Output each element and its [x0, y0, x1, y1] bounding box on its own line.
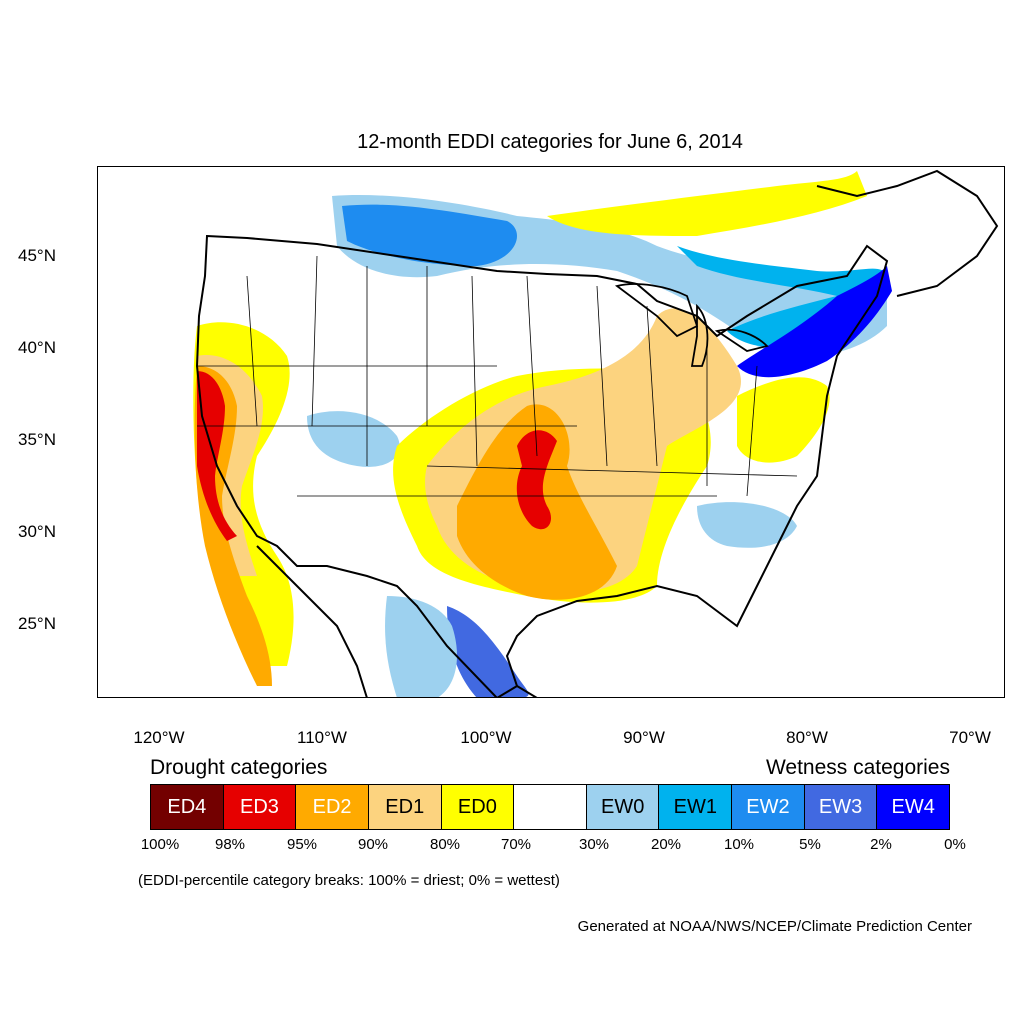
- eddi-map: [97, 166, 1005, 698]
- lat-label: 35°N: [18, 430, 56, 449]
- legend-box-label: EW0: [600, 795, 645, 818]
- map-title: 12-month EDDI categories for June 6, 201…: [357, 131, 743, 153]
- legend-box-label: ED3: [240, 795, 279, 818]
- legend-box-label: EW1: [673, 795, 717, 818]
- wet-region-texas-coast: [447, 606, 529, 698]
- legend-box: ED3: [223, 785, 297, 829]
- percent-break: 100%: [140, 836, 180, 853]
- legend-box-label: EW3: [818, 795, 863, 818]
- lon-label: 80°W: [786, 728, 828, 747]
- legend-box: EW4: [877, 785, 950, 829]
- percent-break: 98%: [214, 836, 246, 853]
- canada-coast-east: [816, 169, 999, 297]
- category-legend: ED4 ED3 ED2 ED1 ED0 EW0 EW1 EW2 EW3 EW4: [150, 784, 950, 830]
- great-lakes: [614, 283, 769, 367]
- percent-break: 5%: [799, 836, 821, 853]
- legend-box: EW2: [732, 785, 805, 829]
- legend-box: EW0: [586, 785, 660, 829]
- percent-break: 80%: [429, 836, 461, 853]
- drought-heading: Drought categories: [150, 756, 328, 779]
- credit-text: Generated at NOAA/NWS/NCEP/Climate Predi…: [577, 918, 972, 935]
- percent-break: 0%: [944, 836, 966, 853]
- legend-box-label: ED4: [167, 795, 207, 818]
- legend-box: EW1: [659, 785, 733, 829]
- wet-region-northern-plains: [342, 204, 517, 266]
- legend-box-label: EW4: [891, 795, 935, 818]
- legend-note: (EDDI-percentile category breaks: 100% =…: [138, 872, 560, 889]
- percent-break: 2%: [870, 836, 892, 853]
- lat-label: 45°N: [18, 246, 56, 265]
- mexico-coast: [256, 545, 538, 698]
- legend-box-label: ED1: [385, 795, 425, 818]
- drought-ed0-east: [737, 377, 830, 463]
- us-outline: [195, 234, 889, 698]
- legend-box-label: EW2: [746, 795, 790, 818]
- legend-box: ED1: [368, 785, 442, 829]
- percent-break: 10%: [723, 836, 755, 853]
- percent-break: 90%: [357, 836, 389, 853]
- wet-region-southwest: [307, 411, 400, 467]
- wet-region-northeast-coast: [737, 266, 892, 378]
- legend-box: [514, 785, 587, 829]
- lat-label: 40°N: [18, 338, 56, 357]
- lon-label: 110°W: [297, 728, 347, 747]
- legend-box-label: ED2: [312, 795, 352, 818]
- percent-break: 70%: [500, 836, 532, 853]
- legend-box: ED0: [441, 785, 515, 829]
- lat-label: 25°N: [18, 614, 56, 633]
- drought-ed0-north: [547, 171, 867, 236]
- state-lines: [197, 255, 798, 497]
- legend-box: ED4: [151, 785, 224, 829]
- percent-break: 95%: [286, 836, 318, 853]
- wetness-heading: Wetness categories: [765, 756, 950, 779]
- lat-label: 30°N: [18, 522, 56, 541]
- legend-box: ED2: [296, 785, 369, 829]
- wet-region-texas-south: [385, 596, 457, 698]
- wet-region-southeast: [697, 502, 797, 548]
- legend-box: EW3: [804, 785, 878, 829]
- drought-ed3-central: [516, 430, 557, 530]
- percent-break: 30%: [578, 836, 610, 853]
- lon-label: 100°W: [460, 728, 512, 747]
- legend-box-label: ED0: [457, 795, 497, 818]
- lon-label: 70°W: [949, 728, 991, 747]
- lon-label: 120°W: [133, 728, 185, 747]
- lon-label: 90°W: [623, 728, 665, 747]
- percent-break: 20%: [650, 836, 682, 853]
- drought-ed3-west: [197, 371, 237, 541]
